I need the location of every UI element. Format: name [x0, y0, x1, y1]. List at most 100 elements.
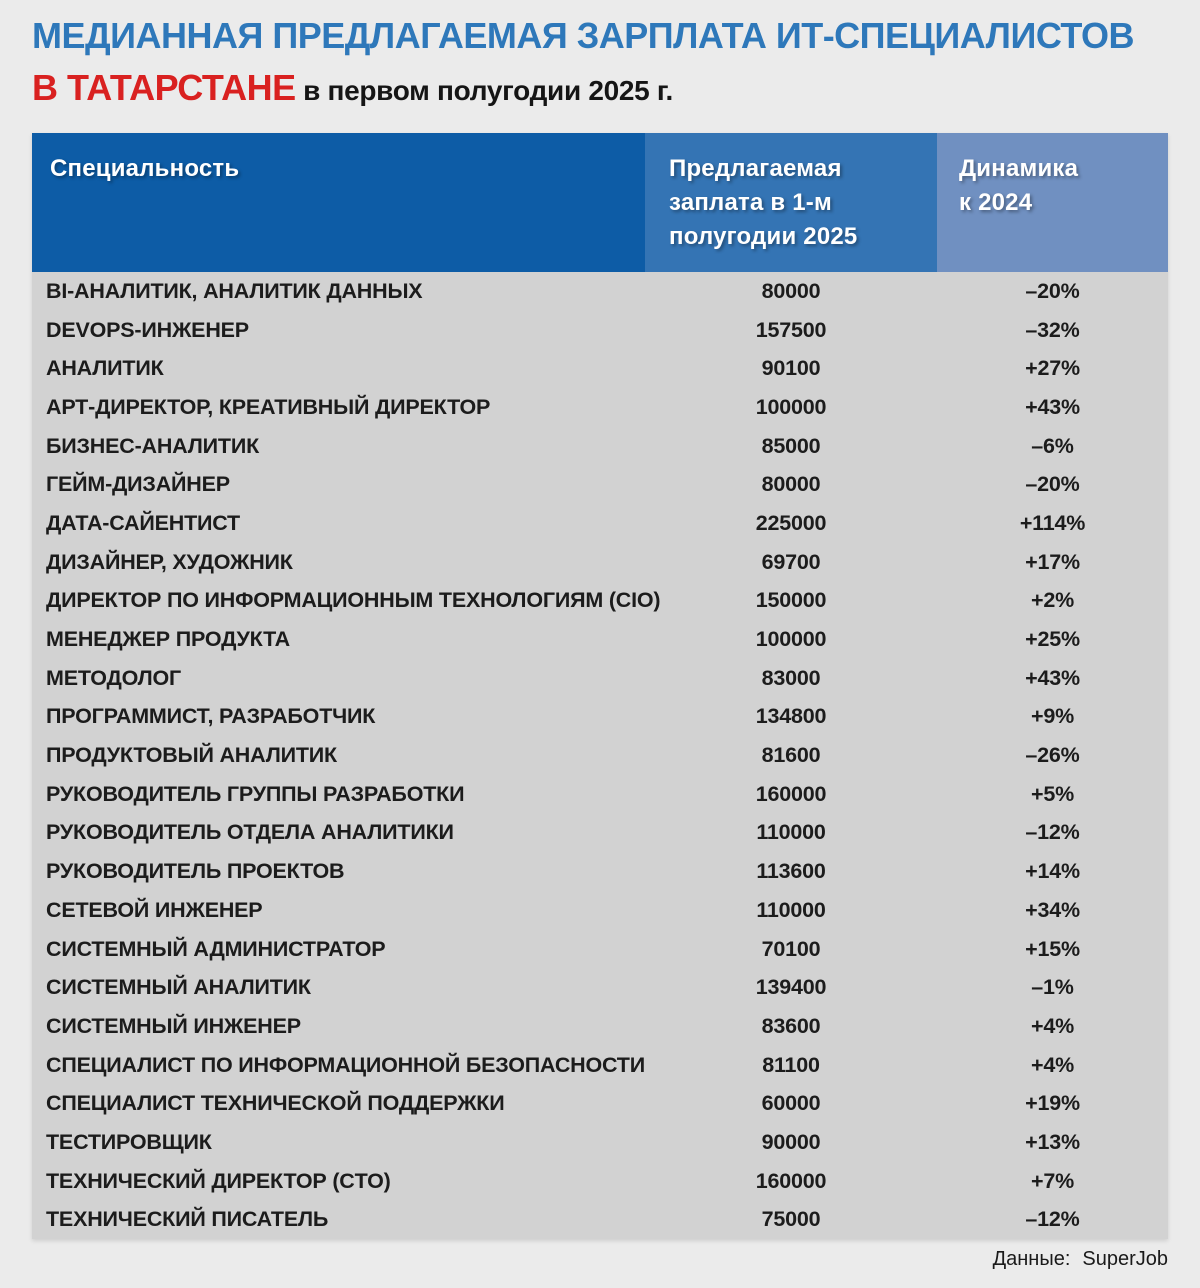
source-note: Данные: SuperJob: [993, 1248, 1168, 1271]
dynamics-cell: +4%: [1030, 1013, 1075, 1038]
dynamics-cell: +4%: [1030, 1052, 1075, 1077]
table-body: BI-АНАЛИТИК, АНАЛИТИК ДАННЫХ 80000 –20% DEV…: [32, 272, 1168, 1239]
salary-cell: 100000: [755, 627, 827, 652]
salary-cell: 100000: [755, 394, 827, 419]
dynamics-cell: –1%: [1031, 975, 1074, 1000]
salary-table: Специальность Предлагаемая заплата в 1-м…: [32, 133, 1168, 1239]
table-row: ТЕХНИЧЕСКИЙ ПИСАТЕЛЬ 75000 –12%: [32, 1201, 1168, 1240]
specialty-cell: СИСТЕМНЫЙ АДМИНИСТРАТОР: [46, 936, 386, 961]
table-row: ПРОГРАММИСТ, РАЗРАБОТЧИК 134800 +9%: [32, 698, 1168, 737]
salary-cell: 110000: [756, 820, 826, 845]
table-row: СИСТЕМНЫЙ АНАЛИТИК 139400 –1%: [32, 968, 1168, 1007]
dynamics-cell: –32%: [1025, 317, 1080, 342]
table-row: ПРОДУКТОВЫЙ АНАЛИТИК 81600 –26%: [32, 736, 1168, 775]
source-label: Данные:: [992, 1248, 1071, 1270]
table-row: СПЕЦИАЛИСТ ТЕХНИЧЕСКОЙ ПОДДЕРЖКИ 60000 +19…: [32, 1084, 1168, 1123]
dynamics-cell: –12%: [1025, 820, 1080, 845]
specialty-cell: БИЗНЕС-АНАЛИТИК: [46, 433, 260, 458]
dynamics-cell: +5%: [1030, 781, 1075, 806]
dynamics-cell: +7%: [1030, 1168, 1075, 1193]
dynamics-cell: –12%: [1025, 1207, 1080, 1232]
salary-cell: 81100: [762, 1052, 820, 1077]
specialty-cell: DEVOPS-ИНЖЕНЕР: [46, 317, 249, 342]
table-row: ДАТА-САЙЕНТИСТ 225000 +114%: [32, 504, 1168, 543]
specialty-cell: ТЕХНИЧЕСКИЙ ПИСАТЕЛЬ: [46, 1207, 329, 1232]
specialty-cell: ДИЗАЙНЕР, ХУДОЖНИК: [46, 549, 293, 574]
dynamics-cell: –20%: [1025, 278, 1080, 303]
specialty-cell: ДАТА-САЙЕНТИСТ: [46, 510, 240, 535]
specialty-cell: ГЕЙМ-ДИЗАЙНЕР: [46, 472, 230, 497]
specialty-cell: РУКОВОДИТЕЛЬ ОТДЕЛА АНАЛИТИКИ: [46, 820, 454, 845]
title-period: в первом полугодии 2025 г.: [295, 75, 673, 107]
table-row: DEVOPS-ИНЖЕНЕР 157500 –32%: [32, 311, 1168, 350]
dynamics-cell: +17%: [1025, 549, 1080, 574]
dynamics-cell: +43%: [1025, 665, 1080, 690]
table-row: АНАЛИТИК 90100 +27%: [32, 349, 1168, 388]
specialty-cell: СПЕЦИАЛИСТ ПО ИНФОРМАЦИОННОЙ БЕЗОПАСНОСТ…: [46, 1052, 645, 1077]
specialty-cell: АНАЛИТИК: [46, 356, 164, 381]
column-header-dynamics: Динамика к 2024: [937, 133, 1168, 272]
table-row: ТЕХНИЧЕСКИЙ ДИРЕКТОР (CTO) 160000 +7%: [32, 1162, 1168, 1201]
table-row: АРТ-ДИРЕКТОР, КРЕАТИВНЫЙ ДИРЕКТОР 100000 +…: [32, 388, 1168, 427]
table-row: СИСТЕМНЫЙ АДМИНИСТРАТОР 70100 +15%: [32, 930, 1168, 969]
table-row: ДИЗАЙНЕР, ХУДОЖНИК 69700 +17%: [32, 543, 1168, 582]
specialty-cell: ТЕСТИРОВЩИК: [46, 1129, 212, 1154]
specialty-cell: СЕТЕВОЙ ИНЖЕНЕР: [46, 897, 263, 922]
table-row: БИЗНЕС-АНАЛИТИК 85000 –6%: [32, 427, 1168, 466]
salary-cell: 70100: [761, 936, 821, 961]
table-row: МЕТОДОЛОГ 83000 +43%: [32, 659, 1168, 698]
dynamics-cell: –6%: [1031, 433, 1074, 458]
dynamics-cell: +2%: [1030, 588, 1075, 613]
salary-cell: 69700: [761, 549, 821, 574]
table-header-row: Специальность Предлагаемая заплата в 1-м…: [32, 133, 1168, 272]
table-row: РУКОВОДИТЕЛЬ ГРУППЫ РАЗРАБОТКИ 160000 +5%: [32, 775, 1168, 814]
dynamics-cell: +34%: [1025, 897, 1080, 922]
dynamics-cell: +15%: [1025, 936, 1080, 961]
dynamics-cell: +14%: [1025, 859, 1080, 884]
salary-cell: 90000: [761, 1129, 821, 1154]
table-row: СИСТЕМНЫЙ ИНЖЕНЕР 83600 +4%: [32, 1007, 1168, 1046]
page-title: МЕДИАННАЯ ПРЕДЛАГАЕМАЯ ЗАРПЛАТА ИТ-СПЕЦИ…: [32, 14, 1135, 109]
salary-cell: 60000: [761, 1091, 821, 1116]
title-line2: В ТАТАРСТАНЕ в первом полугодии 2025 г.: [32, 66, 1134, 109]
table-row: BI-АНАЛИТИК, АНАЛИТИК ДАННЫХ 80000 –20%: [32, 272, 1168, 311]
dynamics-cell: +25%: [1025, 627, 1080, 652]
salary-cell: 160000: [755, 781, 827, 806]
specialty-cell: ДИРЕКТОР ПО ИНФОРМАЦИОННЫМ ТЕХНОЛОГИЯМ (…: [46, 588, 661, 613]
dynamics-cell: +43%: [1025, 394, 1080, 419]
salary-cell: 160000: [755, 1168, 827, 1193]
salary-cell: 110000: [756, 897, 826, 922]
dynamics-cell: +19%: [1025, 1091, 1080, 1116]
salary-cell: 83000: [761, 665, 821, 690]
table-row: СПЕЦИАЛИСТ ПО ИНФОРМАЦИОННОЙ БЕЗОПАСНОСТ…: [32, 1046, 1168, 1085]
table-row: СЕТЕВОЙ ИНЖЕНЕР 110000 +34%: [32, 891, 1168, 930]
salary-cell: 134800: [755, 704, 827, 729]
salary-cell: 150000: [755, 588, 827, 613]
salary-cell: 157500: [755, 317, 827, 342]
salary-cell: 90100: [761, 356, 821, 381]
specialty-cell: МЕНЕДЖЕР ПРОДУКТА: [46, 627, 290, 652]
dynamics-cell: +114%: [1019, 510, 1086, 535]
salary-cell: 113600: [756, 859, 826, 884]
title-line1: МЕДИАННАЯ ПРЕДЛАГАЕМАЯ ЗАРПЛАТА ИТ-СПЕЦИ…: [32, 15, 1135, 56]
salary-cell: 80000: [761, 472, 821, 497]
specialty-cell: ТЕХНИЧЕСКИЙ ДИРЕКТОР (CTO): [46, 1168, 391, 1193]
dynamics-cell: +13%: [1025, 1129, 1080, 1154]
table-row: ДИРЕКТОР ПО ИНФОРМАЦИОННЫМ ТЕХНОЛОГИЯМ (…: [32, 582, 1168, 621]
specialty-cell: МЕТОДОЛОГ: [46, 665, 181, 690]
dynamics-cell: +9%: [1030, 704, 1075, 729]
dynamics-cell: –26%: [1025, 743, 1080, 768]
table-row: МЕНЕДЖЕР ПРОДУКТА 100000 +25%: [32, 620, 1168, 659]
source-value: SuperJob: [1082, 1248, 1168, 1270]
specialty-cell: РУКОВОДИТЕЛЬ ПРОЕКТОВ: [46, 859, 345, 884]
salary-cell: 225000: [755, 510, 827, 535]
title-region-highlight: В ТАТАРСТАНЕ: [32, 67, 296, 109]
table-row: РУКОВОДИТЕЛЬ ОТДЕЛА АНАЛИТИКИ 110000 –12%: [32, 814, 1168, 853]
specialty-cell: ПРОДУКТОВЫЙ АНАЛИТИК: [46, 743, 337, 768]
specialty-cell: СИСТЕМНЫЙ АНАЛИТИК: [46, 975, 311, 1000]
specialty-cell: BI-АНАЛИТИК, АНАЛИТИК ДАННЫХ: [46, 278, 423, 303]
salary-cell: 75000: [761, 1207, 821, 1232]
specialty-cell: СИСТЕМНЫЙ ИНЖЕНЕР: [46, 1013, 301, 1038]
table-row: РУКОВОДИТЕЛЬ ПРОЕКТОВ 113600 +14%: [32, 852, 1168, 891]
